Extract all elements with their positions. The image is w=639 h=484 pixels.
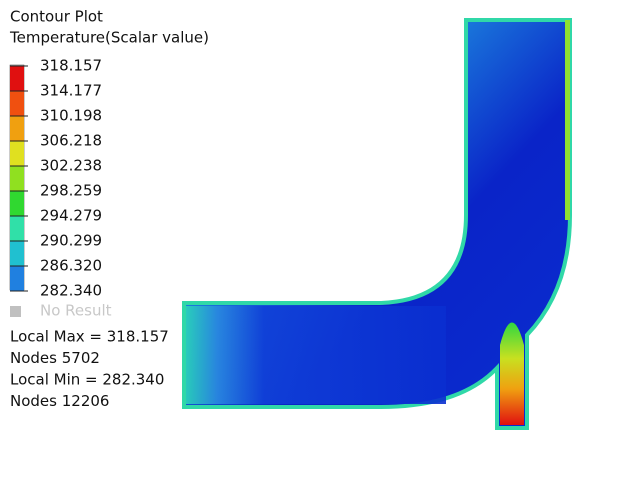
legend: 318.157 314.177 310.198 306.218 302.238 298.2… [9,57,102,300]
legend-label: 306.218 [40,132,102,150]
legend-swatch [10,116,24,141]
model [182,18,572,430]
legend-swatch [10,241,24,266]
no-result-swatch [10,306,21,317]
legend-swatch [10,141,24,166]
legend-swatch [10,166,24,191]
legend-swatch [10,216,24,241]
legend-swatch [10,66,24,91]
pipe-horizontal [186,306,446,404]
stat-line: Local Max = 318.157 [10,328,169,346]
legend-label: 310.198 [40,107,102,125]
no-result-label: No Result [40,302,112,320]
stat-line: Local Min = 282.340 [10,371,164,389]
stat-line: Nodes 12206 [10,392,109,410]
stats: Local Max = 318.157 Nodes 5702 Local Min =… [10,328,169,411]
title: Contour Plot [10,8,103,26]
legend-label: 302.238 [40,157,102,175]
wall-strip [565,20,570,220]
legend-swatch [10,191,24,216]
legend-label: 298.259 [40,182,102,200]
legend-swatch [10,266,24,291]
legend-label: 314.177 [40,82,102,100]
subtitle: Temperature(Scalar value) [9,29,209,47]
inlet-jet [500,322,524,425]
legend-swatch [10,91,24,116]
legend-label: 318.157 [40,57,102,75]
legend-label: 290.299 [40,232,102,250]
legend-label: 282.340 [40,282,102,300]
stat-line: Nodes 5702 [10,349,100,367]
legend-label: 286.320 [40,257,102,275]
legend-label: 294.279 [40,207,102,225]
